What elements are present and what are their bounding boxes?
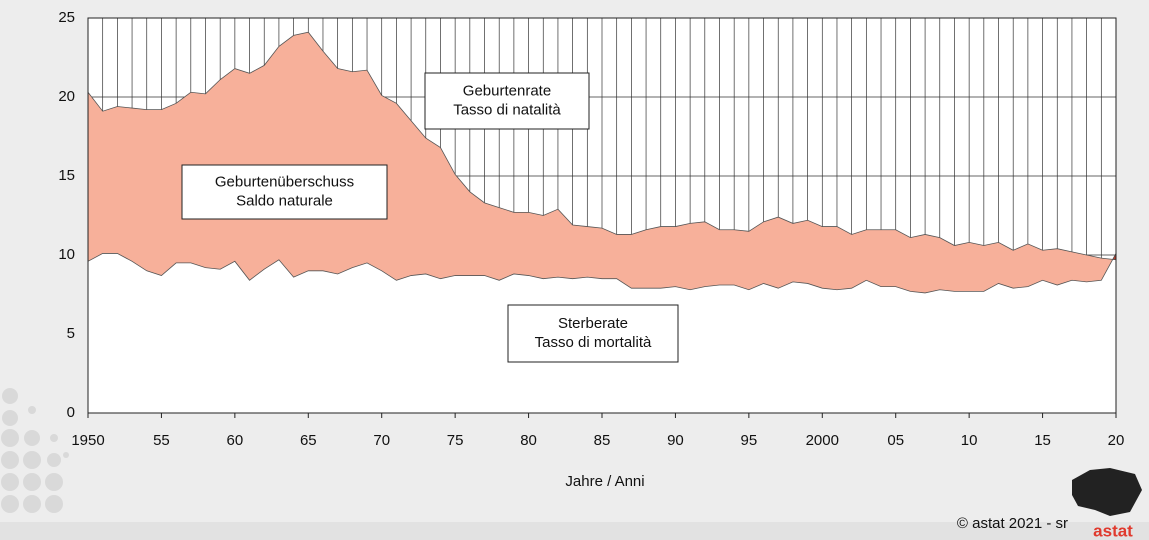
y-tick-label: 10	[58, 246, 75, 263]
x-tick-label: 85	[594, 432, 611, 449]
annotation-text: Sterberate	[558, 315, 628, 332]
logo-map	[1072, 468, 1142, 516]
annotation-text: Tasso di natalità	[453, 101, 561, 118]
footer-band	[0, 522, 1149, 540]
x-tick-label: 70	[373, 432, 390, 449]
y-tick-label: 5	[67, 325, 75, 342]
x-tick-label: 1950	[71, 432, 104, 449]
x-tick-label: 20	[1108, 432, 1125, 449]
x-tick-label: 90	[667, 432, 684, 449]
y-tick-label: 25	[58, 9, 75, 26]
credit: © astat 2021 - sr	[957, 515, 1068, 532]
y-tick-label: 0	[67, 404, 75, 421]
y-tick-label: 15	[58, 167, 75, 184]
annotation-text: Geburtenüberschuss	[215, 173, 354, 190]
x-tick-label: 15	[1034, 432, 1051, 449]
logo-text: astat	[1093, 521, 1133, 540]
surplus-area	[88, 32, 1116, 293]
x-tick-label: 65	[300, 432, 317, 449]
annotation-box	[181, 164, 388, 220]
y-tick-label: 20	[58, 88, 75, 105]
annotation-text: Saldo naturale	[236, 192, 333, 209]
birth-line	[87, 31, 1117, 261]
x-tick-label: 80	[520, 432, 537, 449]
annotation-box	[424, 72, 590, 130]
x-tick-label: 10	[961, 432, 978, 449]
decoration	[1, 388, 69, 513]
x-tick-label: 75	[447, 432, 464, 449]
x-tick-label: 95	[741, 432, 758, 449]
death-line	[87, 253, 1117, 294]
x-tick-label: 2000	[806, 432, 839, 449]
plot-border	[87, 17, 1117, 414]
x-tick-label: 60	[227, 432, 244, 449]
x-axis-label: Jahre / Anni	[565, 473, 644, 490]
x-tick-label: 55	[153, 432, 170, 449]
annotation-box	[507, 304, 679, 363]
x-tick-label: 05	[887, 432, 904, 449]
annotation-text: Geburtenrate	[463, 82, 551, 99]
annotation-text: Tasso di mortalità	[535, 334, 652, 351]
